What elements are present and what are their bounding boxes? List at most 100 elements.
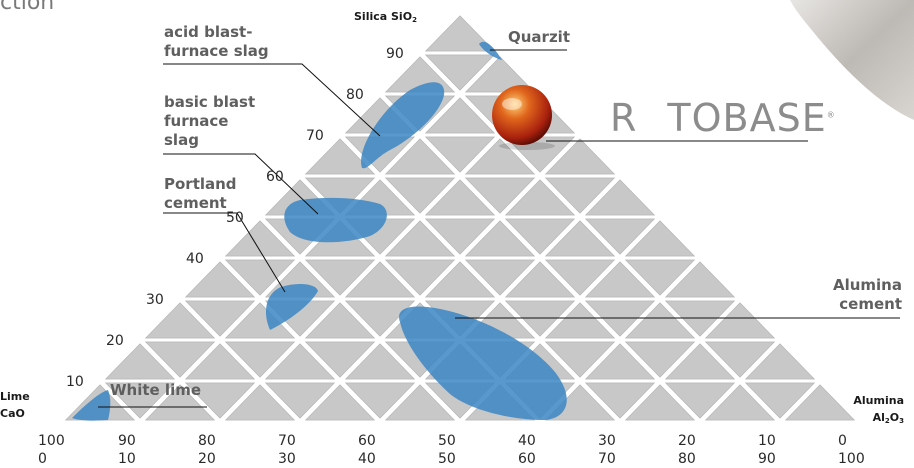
portland-cement-region <box>265 283 318 330</box>
orange-sphere-icon <box>492 85 555 150</box>
grid-tile <box>464 177 536 214</box>
grid-tile <box>304 341 376 378</box>
left-axis-tick: 50 <box>226 210 244 226</box>
grid-tile <box>464 259 536 296</box>
grid-tile <box>744 343 816 380</box>
corner-silica: Silica SiO2 <box>354 8 417 29</box>
grid-tile <box>704 302 776 339</box>
leader-basic <box>163 153 319 215</box>
grid-tile <box>704 341 776 378</box>
left-axis-tick: 60 <box>266 169 284 185</box>
grid-tile <box>384 259 456 296</box>
left-axis-tick: 80 <box>346 87 364 103</box>
silica-label: Silica SiO <box>354 10 413 23</box>
bottom-tick-alumina: 100 <box>838 451 865 467</box>
grid-tile <box>744 382 816 419</box>
grid-tile <box>344 261 416 298</box>
composition-regions <box>72 41 567 421</box>
brand-r: R <box>610 96 638 140</box>
grid-tile <box>424 179 496 216</box>
grid-tile <box>424 54 496 91</box>
corner-alumina: Alumina Al2O3 <box>846 392 904 430</box>
grid-tile <box>184 300 256 337</box>
grid-tile <box>504 261 576 298</box>
triangle-grid <box>64 15 856 421</box>
left-axis-tick: 70 <box>306 128 324 144</box>
left-axis-tick: 40 <box>186 251 204 267</box>
label-acid-slag: acid blast- furnace slag <box>164 23 269 60</box>
grid-tile <box>584 218 656 255</box>
bottom-tick-cao: 50 <box>438 433 456 449</box>
left-axis-tick: 20 <box>106 333 124 349</box>
leader-portland <box>163 212 286 293</box>
bottom-axis-row-alumina: 0 10 20 30 40 50 60 70 80 90 100 <box>38 451 865 467</box>
grid-tile <box>344 343 416 380</box>
grid-tile <box>304 302 376 339</box>
bottom-tick-cao: 10 <box>758 433 776 449</box>
grid-tile <box>464 56 536 93</box>
grid-tile <box>624 259 696 296</box>
grid-tile <box>584 343 656 380</box>
left-axis-tick: 10 <box>66 374 84 390</box>
leader-acid <box>163 63 381 137</box>
grid-tile <box>144 302 216 339</box>
grid-tile <box>264 343 336 380</box>
bottom-tick-alumina: 10 <box>118 451 136 467</box>
grid-tile <box>304 138 376 175</box>
lime-label: Lime <box>0 390 30 403</box>
bottom-tick-alumina: 50 <box>438 451 456 467</box>
leader-lines <box>98 49 900 408</box>
grid-tile <box>104 382 176 419</box>
bottom-tick-alumina: 90 <box>758 451 776 467</box>
o-subscript: 3 <box>899 417 904 425</box>
label-quarzit: Quarzit <box>508 28 570 46</box>
page-heading: ction <box>0 0 55 15</box>
bottom-tick-alumina: 60 <box>518 451 536 467</box>
acid-slag-region <box>361 82 445 169</box>
grid-tile <box>504 179 576 216</box>
grid-tile <box>504 300 576 337</box>
grid-tile <box>424 136 496 173</box>
grid-tile <box>624 384 696 421</box>
grid-tile <box>544 341 616 378</box>
grid-tile <box>544 177 616 214</box>
grid-tile <box>424 218 496 255</box>
grid-tile <box>624 220 696 257</box>
bottom-tick-cao: 30 <box>598 433 616 449</box>
grid-tile <box>424 261 496 298</box>
label-alumina-cement: Alumina cement <box>832 276 902 313</box>
grid-tile <box>144 384 216 421</box>
brand-rest: TOBASE <box>667 96 827 140</box>
label-basic-slag: basic blast furnace slag <box>164 93 256 149</box>
grid-tile <box>624 302 696 339</box>
bottom-tick-cao: 90 <box>118 433 136 449</box>
cao-label: CaO <box>0 407 25 420</box>
grid-tile <box>464 220 536 257</box>
grid-tile <box>304 259 376 296</box>
left-axis-tick: 90 <box>386 46 404 62</box>
grid-tile <box>584 179 656 216</box>
al-subscript: 2 <box>884 417 890 425</box>
alumina-cement-region <box>399 306 567 420</box>
grid-tile <box>424 15 496 52</box>
grid-tile <box>664 343 736 380</box>
bottom-tick-alumina: 40 <box>358 451 376 467</box>
grid-tile <box>704 384 776 421</box>
label-white-lime: White lime <box>110 381 202 399</box>
bottom-tick-cao: 0 <box>838 433 847 449</box>
grid-tile <box>384 220 456 257</box>
grid-tile <box>424 97 496 134</box>
grid-tile <box>784 384 856 421</box>
grid-tile <box>144 341 216 378</box>
grid-tile <box>304 177 376 214</box>
grid-tile <box>584 261 656 298</box>
grid-tile <box>184 343 256 380</box>
grid-tile <box>384 384 456 421</box>
grid-tile <box>184 261 256 298</box>
left-axis-ticks: 10 20 30 40 50 60 70 80 90 <box>66 46 404 390</box>
bottom-tick-alumina: 20 <box>198 451 216 467</box>
grid-tile <box>224 341 296 378</box>
alumina-corner-label: Alumina <box>853 394 904 407</box>
